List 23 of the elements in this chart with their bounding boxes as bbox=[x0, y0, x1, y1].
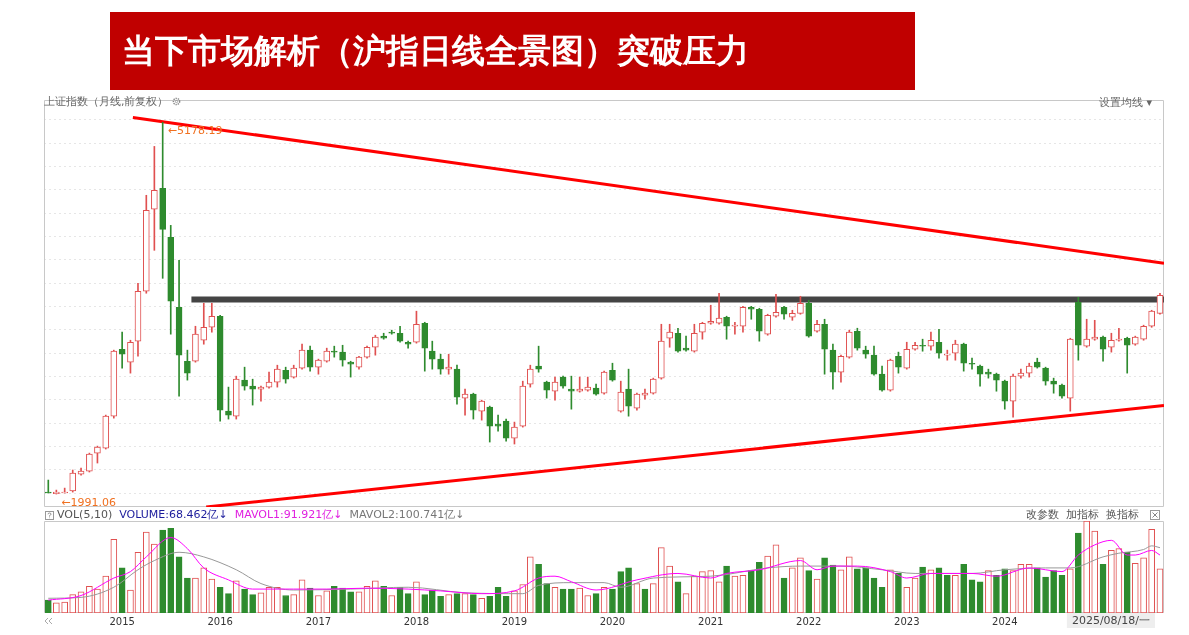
chart-title: 当下市场解析（沪指日线全景图）突破压力 bbox=[110, 12, 915, 90]
annotation: VOL(5,10) bbox=[57, 507, 113, 521]
x-tick-label: 2019 bbox=[501, 615, 528, 627]
annotation: 设置均线 ▾ bbox=[1098, 95, 1153, 109]
x-tick-label: 2021 bbox=[698, 615, 724, 627]
chart-subtitle: 上证指数（月线,前复权） bbox=[44, 94, 169, 109]
x-tick-label: 2020 bbox=[599, 615, 626, 627]
annotation: MAVOL1:91.921亿↓ bbox=[234, 507, 343, 521]
annotation: MAVOL2:100.741亿↓ bbox=[349, 507, 465, 521]
x-tick-label: 2017 bbox=[305, 615, 332, 627]
x-tick-label: 2022 bbox=[796, 615, 822, 627]
annotation: 加指标 bbox=[1066, 507, 1099, 521]
annotation: VOLUME:68.462亿↓ bbox=[119, 507, 228, 521]
x-tick-label: 2023 bbox=[894, 615, 920, 627]
annotation: ←1991.06 bbox=[61, 495, 117, 509]
annotation: 换指标 bbox=[1106, 507, 1139, 521]
annotation: ←5178.19 bbox=[167, 124, 223, 138]
annotation: 改参数 bbox=[1026, 507, 1059, 521]
x-tick-label: 2015 bbox=[109, 615, 135, 627]
x-tick-label: 2018 bbox=[403, 615, 430, 627]
x-tick-label: 2024 bbox=[992, 615, 1018, 627]
x-tick-label: 2016 bbox=[207, 615, 233, 627]
text: 2025/08/18/一 bbox=[1071, 613, 1150, 627]
